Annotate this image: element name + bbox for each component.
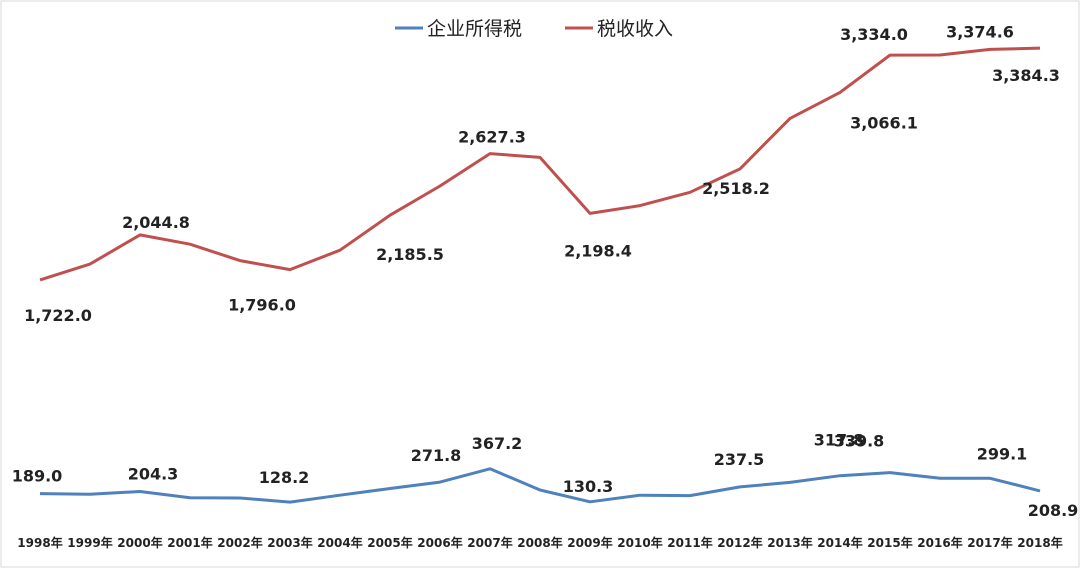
x-tick-label: 2017年 — [967, 535, 1012, 550]
data-label: 1,722.0 — [24, 306, 92, 325]
x-tick-label: 2010年 — [617, 535, 662, 550]
data-label: 271.8 — [411, 446, 462, 465]
legend-label-series-0: 企业所得税 — [427, 18, 522, 40]
series-line-1 — [39, 46, 1041, 282]
x-tick-label: 1998年 — [17, 535, 62, 550]
x-tick-label: 2018年 — [1017, 535, 1062, 550]
data-label: 2,198.4 — [564, 241, 632, 260]
data-label: 130.3 — [563, 477, 614, 496]
x-tick-label: 2015年 — [867, 535, 912, 550]
x-tick-label: 2005年 — [367, 535, 412, 550]
data-label: 1,796.0 — [228, 296, 296, 315]
data-label: 3,066.1 — [850, 113, 918, 132]
x-tick-label: 2012年 — [717, 535, 762, 550]
x-tick-label: 2013年 — [767, 535, 812, 550]
x-axis-tick-labels: 1998年 1999年 2000年 2001年 2002年 2003年 2004年 2005年… — [17, 535, 1062, 550]
x-tick-label: 2011年 — [667, 535, 712, 550]
x-tick-label: 2014年 — [817, 535, 862, 550]
x-tick-label: 2006年 — [417, 535, 462, 550]
data-label: 317.8 — [814, 431, 865, 450]
data-label: 3,384.3 — [992, 66, 1060, 85]
series-line-0 — [39, 467, 1041, 504]
legend-label-series-1: 税收收入 — [597, 18, 673, 40]
x-tick-label: 2016年 — [917, 535, 962, 550]
data-label: 189.0 — [12, 467, 63, 486]
data-label: 2,627.3 — [458, 128, 526, 147]
series-layer — [39, 46, 1041, 504]
data-label: 208.9 — [1028, 501, 1079, 520]
x-tick-label: 2003年 — [267, 535, 312, 550]
data-label: 2,518.2 — [702, 179, 770, 198]
data-label: 3,334.0 — [840, 25, 908, 44]
x-tick-label: 2001年 — [167, 535, 212, 550]
x-tick-label: 2000年 — [117, 535, 162, 550]
data-label: 339.8 — [834, 432, 885, 451]
data-labels: 1,722.0 2,044.8 1,796.0 2,185.5 2,627.3 2,198… — [12, 22, 1079, 520]
data-label: 128.2 — [259, 468, 310, 487]
data-label: 367.2 — [472, 434, 523, 453]
x-tick-label: 2004年 — [317, 535, 362, 550]
x-tick-label: 2002年 — [217, 535, 262, 550]
x-tick-label: 1999年 — [67, 535, 112, 550]
x-tick-label: 2009年 — [567, 535, 612, 550]
legend: 企业所得税 税收收入 — [395, 18, 673, 40]
data-label: 237.5 — [714, 450, 765, 469]
data-label: 2,044.8 — [122, 213, 190, 232]
data-label: 204.3 — [128, 465, 179, 484]
data-label: 3,374.6 — [946, 22, 1014, 41]
x-tick-label: 2008年 — [517, 535, 562, 550]
x-tick-label: 2007年 — [467, 535, 512, 550]
data-label: 2,185.5 — [376, 245, 444, 264]
data-label: 299.1 — [977, 444, 1028, 463]
